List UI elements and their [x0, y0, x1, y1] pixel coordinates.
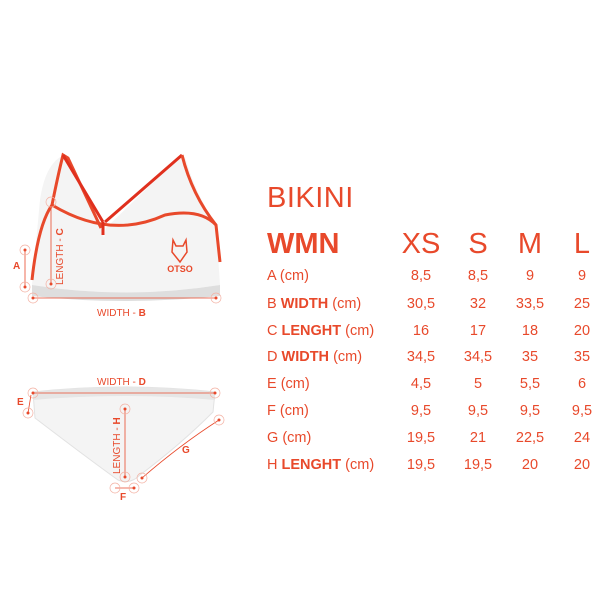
table-cell: 8,5	[467, 268, 489, 284]
table-row: B WIDTH (cm) 30,5 32 33,5 25	[267, 296, 607, 316]
table-cell: 9,5	[519, 403, 541, 419]
table-cell: 34,5	[463, 349, 493, 365]
table-cell: 22,5	[515, 430, 545, 446]
row-label: A (cm)	[267, 268, 309, 284]
table-cell: 19,5	[406, 430, 436, 446]
bikini-bottom-illustration	[22, 386, 225, 494]
label-width-d: WIDTH - D	[97, 377, 146, 388]
row-label: E (cm)	[267, 376, 310, 392]
table-cell: 24	[573, 430, 591, 446]
table-row: C LENGHT (cm) 16 17 18 20	[267, 323, 607, 343]
table-cell: 32	[469, 296, 487, 312]
label-e: E	[17, 397, 24, 408]
table-cell: 34,5	[406, 349, 436, 365]
label-length-h: LENGTH - H	[112, 417, 123, 474]
size-header-xs: XS	[401, 228, 441, 260]
table-cell: 35	[521, 349, 539, 365]
table-cell: 18	[521, 323, 539, 339]
table-cell: 16	[412, 323, 430, 339]
table-row: E (cm) 4,5 5 5,5 6	[267, 376, 607, 396]
table-cell: 19,5	[406, 457, 436, 473]
otso-logo: OTSO	[167, 237, 193, 274]
row-label: C LENGHT (cm)	[267, 323, 375, 339]
table-cell: 30,5	[406, 296, 436, 312]
table-cell: 4,5	[410, 376, 432, 392]
table-cell: 9	[577, 268, 587, 284]
row-label: H LENGHT (cm)	[267, 457, 375, 473]
row-label: B WIDTH (cm)	[267, 296, 362, 312]
row-label: G (cm)	[267, 430, 312, 446]
table-cell: 6	[577, 376, 587, 392]
table-cell: 9,5	[410, 403, 432, 419]
row-label: F (cm)	[267, 403, 309, 419]
size-header-s: S	[468, 228, 488, 260]
table-row: H LENGHT (cm) 19,5 19,5 20 20	[267, 457, 607, 477]
table-cell: 9,5	[571, 403, 593, 419]
bikini-top-illustration: OTSO	[19, 152, 222, 304]
table-cell: 8,5	[410, 268, 432, 284]
table-cell: 5,5	[519, 376, 541, 392]
table-row: A (cm) 8,5 8,5 9 9	[267, 268, 607, 288]
table-cell: 20	[573, 323, 591, 339]
size-header-l: L	[573, 228, 591, 260]
svg-text:OTSO: OTSO	[167, 264, 193, 274]
table-cell: 35	[573, 349, 591, 365]
size-header-m: M	[517, 228, 543, 260]
table-row: D WIDTH (cm) 34,5 34,5 35 35	[267, 349, 607, 369]
table-cell: 9,5	[467, 403, 489, 419]
table-cell: 19,5	[463, 457, 493, 473]
label-g: G	[182, 445, 190, 456]
table-cell: 20	[573, 457, 591, 473]
table-cell: 9	[525, 268, 535, 284]
table-cell: 5	[473, 376, 483, 392]
table-row: G (cm) 19,5 21 22,5 24	[267, 430, 607, 450]
page-title: BIKINI	[267, 182, 354, 214]
label-width-b: WIDTH - B	[97, 308, 146, 319]
table-cell: 20	[521, 457, 539, 473]
row-label: D WIDTH (cm)	[267, 349, 363, 365]
label-a: A	[13, 261, 21, 272]
group-header: WMN	[267, 228, 340, 260]
table-cell: 25	[573, 296, 591, 312]
table-cell: 21	[469, 430, 487, 446]
label-f: F	[120, 492, 127, 503]
label-length-c: LENGTH - C	[55, 228, 66, 285]
table-row: F (cm) 9,5 9,5 9,5 9,5	[267, 403, 607, 423]
table-cell: 17	[469, 323, 487, 339]
table-cell: 33,5	[515, 296, 545, 312]
